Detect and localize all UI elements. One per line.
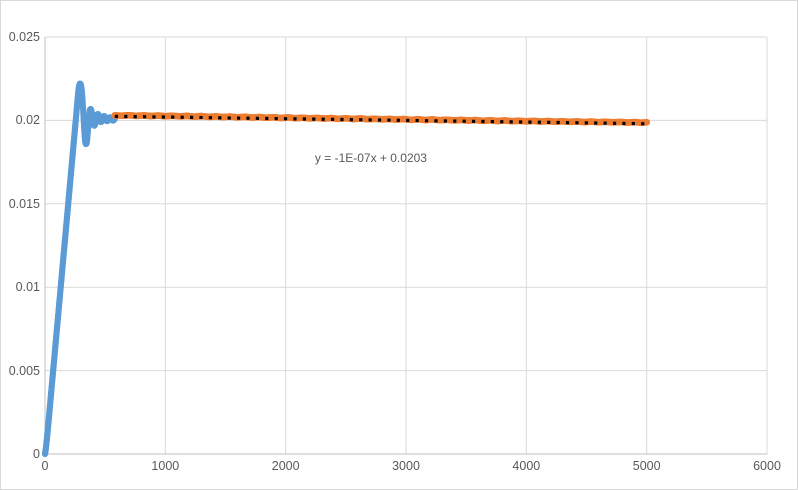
trendline [114, 114, 647, 126]
y-tick-label: 0.01 [15, 280, 40, 295]
data-series-layer [41, 80, 651, 458]
y-axis-tick-labels: 0 0.005 0.01 0.015 0.02 0.025 [1, 1, 40, 489]
x-tick-label: 2000 [271, 459, 300, 473]
y-tick-label: 0.02 [15, 113, 40, 128]
x-tick-label: 0 [41, 459, 49, 473]
x-tick-label: 1000 [151, 459, 180, 473]
plot-area [41, 36, 768, 458]
series-1-markers [41, 80, 118, 458]
y-tick-label: 0 [33, 447, 40, 461]
trendline-equation-label: y = -1E-07x + 0.0203 [314, 150, 427, 165]
x-tick-label: 4000 [512, 459, 541, 473]
gridlines [44, 36, 768, 455]
x-axis-tick-labels: 0 1000 2000 3000 4000 5000 6000 [1, 459, 797, 480]
x-tick-label: 3000 [392, 459, 420, 473]
x-tick-label: 5000 [632, 459, 661, 473]
y-tick-label: 0.005 [8, 363, 40, 378]
y-tick-label: 0.025 [8, 30, 40, 44]
y-tick-label: 0.015 [8, 196, 40, 211]
x-tick-label: 6000 [753, 459, 781, 473]
